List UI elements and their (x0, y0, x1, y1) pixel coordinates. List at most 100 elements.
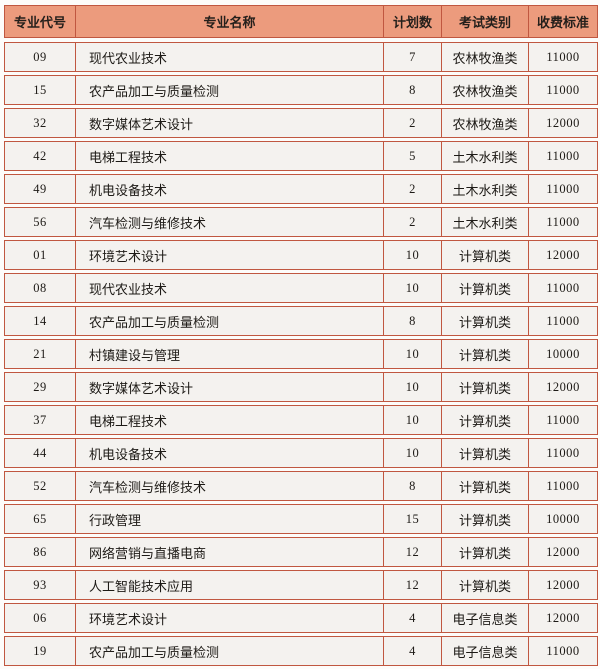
table-row: 15 农产品加工与质量检测 8 农林牧渔类 11000 (4, 75, 598, 105)
cell-code: 42 (5, 142, 76, 170)
table-row: 37 电梯工程技术 10 计算机类 11000 (4, 405, 598, 435)
table-row: 52 汽车检测与维修技术 8 计算机类 11000 (4, 471, 598, 501)
cell-plan: 8 (384, 76, 442, 104)
cell-category: 计算机类 (442, 406, 529, 434)
cell-code: 08 (5, 274, 76, 302)
cell-category: 农林牧渔类 (442, 109, 529, 137)
cell-name: 电梯工程技术 (76, 142, 384, 170)
cell-code: 49 (5, 175, 76, 203)
cell-name: 农产品加工与质量检测 (76, 76, 384, 104)
cell-fee: 12000 (546, 544, 580, 559)
cell-category: 计算机类 (442, 571, 529, 599)
cell-code: 19 (5, 637, 76, 665)
table-row: 42 电梯工程技术 5 土木水利类 11000 (4, 141, 598, 171)
cell-name: 电梯工程技术 (76, 406, 384, 434)
cell-code: 29 (5, 373, 76, 401)
cell-plan: 10 (384, 406, 442, 434)
cell-category: 土木水利类 (442, 208, 529, 236)
table-row: 32 数字媒体艺术设计 2 农林牧渔类 12000 (4, 108, 598, 138)
cell-category: 电子信息类 (442, 604, 529, 632)
cell-category: 计算机类 (442, 274, 529, 302)
table-row: 49 机电设备技术 2 土木水利类 11000 (4, 174, 598, 204)
cell-name: 村镇建设与管理 (76, 340, 384, 368)
cell-name: 环境艺术设计 (76, 604, 384, 632)
cell-plan: 10 (384, 373, 442, 401)
table-row: 44 机电设备技术 10 计算机类 11000 (4, 438, 598, 468)
cell-category: 计算机类 (442, 472, 529, 500)
cell-plan: 15 (384, 505, 442, 533)
cell-plan: 10 (384, 340, 442, 368)
table-row: 19 农产品加工与质量检测 4 电子信息类 11000 (4, 636, 598, 666)
cell-code: 32 (5, 109, 76, 137)
cell-fee: 12000 (546, 379, 580, 394)
cell-name: 行政管理 (76, 505, 384, 533)
cell-fee: 12000 (546, 247, 580, 262)
table-row: 14 农产品加工与质量检测 8 计算机类 11000 (4, 306, 598, 336)
cell-fee: 11000 (546, 181, 580, 196)
table-row: 06 环境艺术设计 4 电子信息类 12000 (4, 603, 598, 633)
table-row: 01 环境艺术设计 10 计算机类 12000 (4, 240, 598, 270)
table-header-row: 专业代号 专业名称 计划数 考试类别 收费标准 (4, 5, 598, 38)
cell-name: 现代农业技术 (76, 274, 384, 302)
column-header-category: 考试类别 (442, 6, 529, 37)
column-header-name: 专业名称 (76, 6, 384, 37)
cell-category: 电子信息类 (442, 637, 529, 665)
cell-fee: 11000 (546, 478, 580, 493)
cell-plan: 12 (384, 538, 442, 566)
cell-category: 计算机类 (442, 373, 529, 401)
table-row: 86 网络营销与直播电商 12 计算机类 12000 (4, 537, 598, 567)
cell-name: 农产品加工与质量检测 (76, 307, 384, 335)
cell-code: 44 (5, 439, 76, 467)
table-body: 09 现代农业技术 7 农林牧渔类 11000 15 农产品加工与质量检测 8 农林牧渔类 110… (4, 42, 598, 666)
cell-fee: 12000 (546, 610, 580, 625)
table-row: 56 汽车检测与维修技术 2 土木水利类 11000 (4, 207, 598, 237)
cell-fee: 11000 (546, 214, 580, 229)
cell-fee: 11000 (546, 412, 580, 427)
cell-plan: 4 (384, 604, 442, 632)
cell-fee: 11000 (546, 49, 580, 64)
cell-name: 网络营销与直播电商 (76, 538, 384, 566)
cell-name: 汽车检测与维修技术 (76, 208, 384, 236)
cell-category: 土木水利类 (442, 175, 529, 203)
cell-category: 计算机类 (442, 307, 529, 335)
cell-plan: 12 (384, 571, 442, 599)
admission-plan-table: 专业代号 专业名称 计划数 考试类别 收费标准 09 现代农业技术 7 农林牧渔类 11000 1… (4, 5, 598, 669)
cell-plan: 4 (384, 637, 442, 665)
cell-code: 56 (5, 208, 76, 236)
cell-fee: 10000 (546, 346, 580, 361)
cell-fee: 11000 (546, 313, 580, 328)
table-row: 93 人工智能技术应用 12 计算机类 12000 (4, 570, 598, 600)
cell-plan: 2 (384, 208, 442, 236)
cell-name: 现代农业技术 (76, 43, 384, 71)
cell-fee: 12000 (546, 115, 580, 130)
cell-category: 计算机类 (442, 505, 529, 533)
cell-name: 人工智能技术应用 (76, 571, 384, 599)
cell-code: 15 (5, 76, 76, 104)
cell-plan: 7 (384, 43, 442, 71)
cell-fee: 11000 (546, 445, 580, 460)
cell-code: 93 (5, 571, 76, 599)
table-row: 09 现代农业技术 7 农林牧渔类 11000 (4, 42, 598, 72)
cell-fee: 11000 (546, 280, 580, 295)
cell-plan: 2 (384, 109, 442, 137)
cell-code: 06 (5, 604, 76, 632)
cell-name: 农产品加工与质量检测 (76, 637, 384, 665)
cell-category: 计算机类 (442, 340, 529, 368)
cell-code: 14 (5, 307, 76, 335)
cell-name: 数字媒体艺术设计 (76, 373, 384, 401)
cell-code: 09 (5, 43, 76, 71)
cell-category: 土木水利类 (442, 142, 529, 170)
cell-plan: 2 (384, 175, 442, 203)
cell-category: 计算机类 (442, 439, 529, 467)
cell-plan: 5 (384, 142, 442, 170)
cell-name: 数字媒体艺术设计 (76, 109, 384, 137)
table-row: 21 村镇建设与管理 10 计算机类 10000 (4, 339, 598, 369)
cell-fee: 10000 (546, 511, 580, 526)
cell-code: 37 (5, 406, 76, 434)
cell-fee: 11000 (546, 148, 580, 163)
column-header-plan: 计划数 (384, 6, 442, 37)
column-header-fee: 收费标准 (536, 15, 589, 30)
cell-code: 01 (5, 241, 76, 269)
cell-category: 农林牧渔类 (442, 76, 529, 104)
cell-plan: 10 (384, 241, 442, 269)
